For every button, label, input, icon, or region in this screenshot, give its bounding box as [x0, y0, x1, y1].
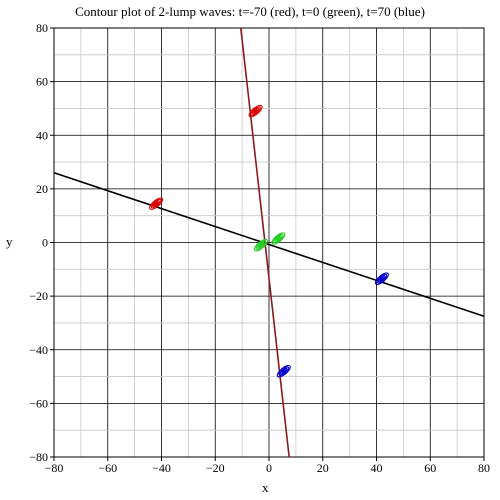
contour-ring [278, 366, 290, 376]
y-tick-label: −60 [29, 396, 48, 410]
x-tick-label: −40 [152, 461, 171, 475]
x-tick-label: 60 [424, 461, 436, 475]
contour-ring [152, 200, 160, 207]
contour-ring [276, 236, 281, 241]
x-tick-label: −20 [206, 461, 225, 475]
y-axis-label: y [6, 234, 13, 249]
chart-title: Contour plot of 2-lump waves: t=-70 (red… [75, 4, 425, 19]
contour-ring [253, 109, 258, 114]
x-tick-label: 40 [371, 461, 383, 475]
trajectory-line [53, 172, 485, 317]
contour-ring [253, 238, 268, 252]
contour-ring [276, 364, 291, 378]
x-tick-label: 20 [317, 461, 329, 475]
contour-ring [250, 106, 261, 116]
contour-ring [378, 275, 386, 283]
contour-ring [257, 241, 265, 249]
contour-ring [374, 272, 389, 285]
contour-ring [274, 235, 283, 242]
contour-ring [271, 232, 286, 245]
x-tick-label: 80 [478, 461, 490, 475]
contour-ring [280, 367, 288, 375]
contour-ring [273, 233, 284, 244]
y-tick-label: 20 [36, 182, 48, 196]
contour-ring [153, 201, 159, 206]
y-tick-label: 0 [42, 236, 48, 250]
x-axis-label: x [262, 480, 269, 495]
y-tick-label: −20 [29, 289, 48, 303]
y-tick-label: 40 [36, 128, 48, 142]
x-tick-label: −80 [45, 461, 64, 475]
y-tick-label: −80 [29, 450, 48, 464]
contour-ring [150, 198, 162, 209]
lump-contour [271, 232, 286, 245]
lump-contour [149, 197, 164, 210]
contour-ring [379, 276, 385, 281]
contour-ring [248, 104, 263, 118]
lump-contour [374, 272, 389, 285]
x-tick-label: 0 [266, 461, 272, 475]
lump-contour [276, 364, 291, 378]
contour-ring [258, 243, 264, 248]
y-tick-label: 80 [36, 21, 48, 35]
contour-ring [251, 107, 260, 115]
lump-contour [248, 104, 263, 118]
contour-ring [149, 197, 164, 210]
contour-ring [376, 273, 388, 284]
x-tick-label: −60 [98, 461, 117, 475]
y-tick-label: −40 [29, 343, 48, 357]
contour-ring [255, 240, 267, 250]
contour-ring [281, 369, 286, 374]
y-tick-label: 60 [36, 75, 48, 89]
trajectory-line [239, 27, 290, 458]
lump-contour [253, 238, 268, 252]
